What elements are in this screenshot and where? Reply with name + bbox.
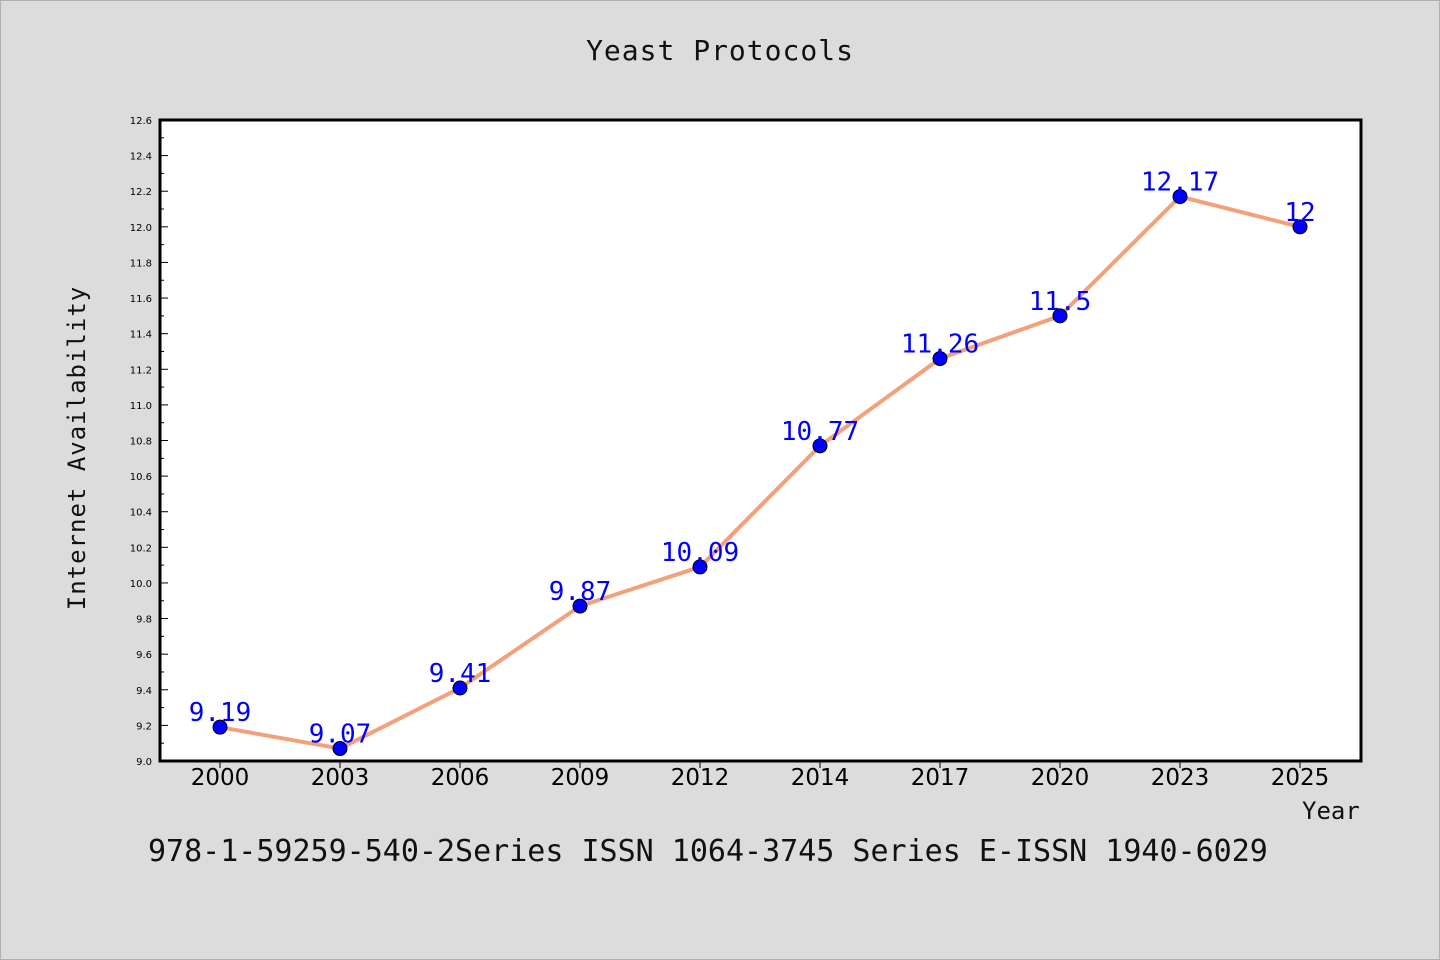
x-tick-label: 2020 bbox=[1031, 765, 1090, 791]
x-tick-label: 2003 bbox=[311, 765, 370, 791]
y-tick-label: 9.4 bbox=[136, 686, 152, 697]
chart-title: Yeast Protocols bbox=[586, 34, 854, 67]
series-line bbox=[219, 194, 1301, 751]
x-tick-label: 2025 bbox=[1271, 765, 1330, 791]
data-label: 12.17 bbox=[1141, 168, 1219, 198]
x-tick-label: 2000 bbox=[191, 765, 250, 791]
x-tick-label: 2017 bbox=[911, 765, 970, 791]
data-point bbox=[812, 438, 828, 454]
data-label: 9.41 bbox=[429, 659, 492, 689]
y-tick-label: 9.6 bbox=[136, 650, 152, 661]
y-tick-label: 10.8 bbox=[130, 437, 152, 448]
y-tick-label: 11.8 bbox=[130, 258, 152, 269]
y-tick-label: 12.0 bbox=[130, 223, 152, 234]
data-label: 10.09 bbox=[661, 538, 739, 568]
y-tick-label: 11.2 bbox=[130, 365, 152, 376]
data-point bbox=[332, 741, 348, 757]
y-tick-label: 12.4 bbox=[130, 152, 152, 163]
y-tick-label: 9.8 bbox=[136, 615, 152, 626]
y-tick-label: 12.6 bbox=[130, 116, 152, 127]
y-tick-label: 11.6 bbox=[130, 294, 152, 305]
data-label: 10.77 bbox=[781, 417, 859, 447]
footer-isbn-text: 978-1-59259-540-2Series ISSN 1064-3745 S… bbox=[148, 834, 1268, 869]
data-point bbox=[1172, 189, 1188, 205]
data-label: 11.26 bbox=[901, 330, 979, 360]
x-tick-label: 2012 bbox=[671, 765, 730, 791]
data-label: 9.07 bbox=[309, 720, 372, 750]
data-point bbox=[692, 559, 708, 575]
data-point bbox=[572, 598, 588, 614]
y-tick-label: 10.0 bbox=[130, 579, 152, 590]
data-point bbox=[1292, 219, 1308, 235]
data-label: 11.5 bbox=[1029, 287, 1092, 317]
x-tick-label: 2009 bbox=[551, 765, 610, 791]
data-point bbox=[452, 680, 468, 696]
y-tick-label: 9.2 bbox=[136, 721, 152, 732]
x-tick-label: 2006 bbox=[431, 765, 490, 791]
x-axis-label: Year bbox=[1302, 797, 1360, 825]
data-label: 12 bbox=[1284, 198, 1315, 228]
y-tick-label: 10.6 bbox=[130, 472, 152, 483]
data-label: 9.87 bbox=[549, 577, 612, 607]
data-point bbox=[1052, 308, 1068, 324]
y-tick-label: 11.0 bbox=[130, 401, 152, 412]
y-tick-label: 9.0 bbox=[136, 757, 152, 768]
y-tick-label: 11.4 bbox=[130, 330, 152, 341]
plot-frame bbox=[158, 118, 1363, 763]
data-point bbox=[212, 719, 228, 735]
data-label: 9.19 bbox=[189, 698, 252, 728]
y-tick-label: 10.4 bbox=[130, 508, 152, 519]
y-tick-label: 10.2 bbox=[130, 543, 152, 554]
x-tick-label: 2023 bbox=[1151, 765, 1210, 791]
x-tick-label: 2014 bbox=[791, 765, 850, 791]
y-tick-label: 12.2 bbox=[130, 187, 152, 198]
data-point bbox=[932, 351, 948, 367]
